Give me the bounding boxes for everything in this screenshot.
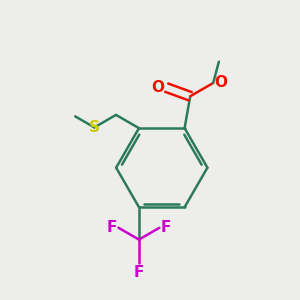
Text: S: S (89, 120, 100, 135)
Text: O: O (151, 80, 164, 95)
Text: F: F (134, 265, 144, 280)
Text: F: F (107, 220, 117, 235)
Text: O: O (214, 75, 228, 90)
Text: F: F (161, 220, 171, 235)
